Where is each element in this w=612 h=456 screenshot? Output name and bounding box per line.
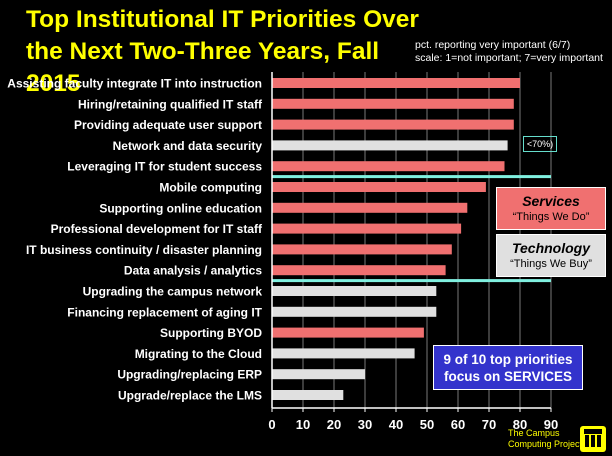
legend-technology: Technology “Things We Buy” [496, 234, 606, 277]
bar [272, 182, 486, 192]
legend-services: Services “Things We Do” [496, 187, 606, 230]
subtitle-line-1: pct. reporting very important (6/7) [415, 39, 571, 51]
chart-subtitle: pct. reporting very important (6/7) scal… [415, 39, 603, 65]
x-tick-label: 20 [327, 417, 341, 432]
bar [272, 244, 452, 255]
x-tick-label: 80 [513, 417, 527, 432]
category-label: Professional development for IT staff [51, 222, 263, 236]
x-tick-label: 60 [451, 417, 465, 432]
summary-callout: 9 of 10 top priorities focus on SERVICES [433, 345, 583, 390]
bar [272, 223, 462, 234]
callout-line-2: focus on SERVICES [443, 369, 573, 384]
x-tick-label: 40 [389, 417, 403, 432]
bar [272, 306, 437, 317]
bar [272, 161, 505, 172]
footer-credit: The Campus Computing Project [508, 428, 582, 450]
category-label: Hiring/retaining qualified IT staff [78, 97, 263, 111]
category-label: Assisting faculty integrate IT into inst… [7, 77, 262, 91]
legend-services-subtitle: “Things We Do” [512, 211, 590, 223]
bar [272, 327, 424, 338]
subtitle-line-2: scale: 1=not important; 7=very important [415, 52, 603, 64]
legend-technology-title: Technology [511, 240, 591, 256]
category-label: Upgrade/replace the LMS [118, 389, 262, 403]
callout-line-1: 9 of 10 top priorities [443, 352, 573, 367]
bar [272, 286, 437, 296]
threshold-note: <70%) [523, 136, 557, 152]
category-label: Supporting online education [99, 201, 262, 215]
x-tick-label: 30 [358, 417, 372, 432]
bar [272, 369, 365, 380]
category-label: Upgrading/replacing ERP [117, 368, 262, 382]
category-label: Data analysis / analytics [124, 264, 262, 278]
x-tick-label: 10 [296, 417, 310, 432]
category-label: Supporting BYOD [160, 326, 262, 340]
x-tick-label: 70 [482, 417, 496, 432]
x-tick-label: 90 [544, 417, 558, 432]
category-label: Mobile computing [159, 181, 262, 195]
category-label: Upgrading the campus network [83, 285, 263, 299]
divider-line [272, 279, 551, 283]
category-label: Leveraging IT for student success [67, 160, 262, 174]
bar [272, 265, 446, 276]
footer-line-2: Computing Project [508, 439, 583, 449]
legend-services-title: Services [522, 193, 580, 209]
chart-title: Top Institutional IT Priorities Over the… [26, 6, 419, 97]
bar [272, 98, 514, 109]
category-label: Financing replacement of aging IT [67, 305, 262, 319]
category-label: Providing adequate user support [74, 118, 262, 132]
legend-technology-subtitle: “Things We Buy” [510, 258, 592, 270]
bar [272, 78, 520, 88]
footer-line-1: The Campus [508, 428, 560, 438]
x-tick-label: 0 [268, 417, 275, 432]
bar [272, 390, 344, 400]
x-tick-label: 50 [420, 417, 434, 432]
bar [272, 202, 468, 213]
category-label: IT business continuity / disaster planni… [26, 243, 262, 257]
category-label: Migrating to the Cloud [135, 347, 262, 361]
bar [272, 348, 415, 359]
bar [272, 119, 514, 130]
divider-line [272, 175, 551, 179]
bar [272, 140, 508, 151]
category-label: Network and data security [113, 139, 263, 153]
campus-computing-logo-icon [580, 426, 606, 452]
